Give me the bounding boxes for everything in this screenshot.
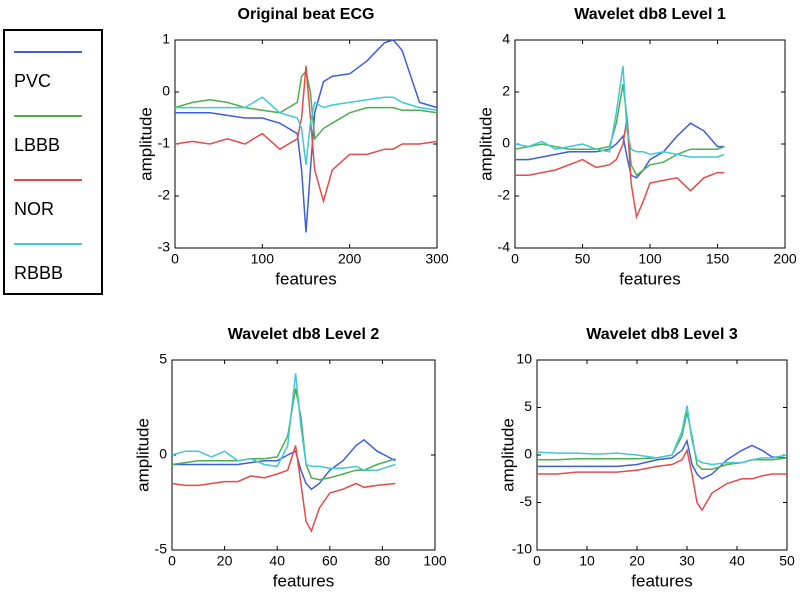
series-line: [514, 65, 725, 158]
y-tick-label: -3: [158, 239, 171, 255]
y-tick-label: 10: [516, 351, 532, 367]
y-tick-label: 0: [502, 135, 510, 151]
x-tick-label: 100: [423, 553, 447, 569]
series-line: [515, 117, 725, 220]
y-tick-label: -5: [520, 493, 533, 509]
x-tick-label: 60: [322, 553, 338, 569]
x-tick-label: 200: [773, 251, 797, 267]
x-tick-label: 20: [629, 553, 645, 569]
y-axis-label: amplitude: [498, 418, 517, 492]
y-tick-label: 2: [502, 83, 510, 99]
x-tick-label: 0: [171, 251, 179, 267]
y-tick-label: 0: [524, 446, 532, 462]
series-line: [536, 405, 788, 466]
axes-frame: [536, 359, 788, 551]
series-line: [175, 96, 438, 165]
chart-title: Wavelet db8 Level 1: [574, 6, 726, 23]
x-tick-label: 300: [425, 251, 449, 267]
y-tick-label: 1: [162, 31, 170, 47]
x-tick-label: 50: [779, 553, 795, 569]
legend-box: [3, 29, 103, 295]
chart-title: Wavelet db8 Level 3: [586, 326, 738, 343]
x-tick-label: 20: [217, 553, 233, 569]
series-line: [171, 373, 396, 471]
y-axis-label: amplitude: [136, 107, 155, 181]
x-tick-label: 30: [679, 553, 695, 569]
y-tick-label: -10: [512, 541, 532, 557]
x-tick-label: 40: [269, 553, 285, 569]
y-tick-label: -5: [155, 541, 168, 557]
x-axis-label: features: [273, 571, 334, 590]
y-tick-label: 5: [524, 398, 532, 414]
legend-label: LBBB: [14, 135, 60, 155]
y-tick-label: -1: [158, 135, 171, 151]
y-tick-label: 4: [502, 31, 510, 47]
series-line: [537, 448, 787, 512]
axes-frame: [514, 39, 786, 249]
x-tick-label: 100: [638, 251, 662, 267]
series-line: [171, 388, 396, 481]
series-line: [174, 69, 438, 141]
chart-title: Original beat ECG: [238, 6, 375, 23]
chart-title: Wavelet db8 Level 2: [228, 326, 380, 343]
y-tick-label: -2: [158, 187, 171, 203]
y-axis-label: amplitude: [133, 418, 152, 492]
x-axis-label: features: [619, 269, 680, 288]
x-tick-label: 40: [729, 553, 745, 569]
series-line: [175, 39, 438, 233]
y-tick-label: -2: [498, 187, 511, 203]
series-line: [515, 122, 725, 179]
legend-label: RBBB: [14, 263, 63, 283]
y-axis-label: amplitude: [476, 107, 495, 181]
series-line: [172, 438, 396, 491]
x-tick-label: 0: [511, 251, 519, 267]
y-tick-label: 0: [159, 446, 167, 462]
x-axis-label: features: [631, 571, 692, 590]
x-axis-label: features: [275, 269, 336, 288]
x-tick-label: 10: [579, 553, 595, 569]
x-tick-label: 80: [375, 553, 391, 569]
legend-label: NOR: [14, 199, 54, 219]
x-tick-label: 0: [533, 553, 541, 569]
x-tick-label: 150: [706, 251, 730, 267]
x-tick-label: 100: [251, 251, 275, 267]
y-tick-label: -4: [498, 239, 511, 255]
x-tick-label: 0: [168, 553, 176, 569]
x-tick-label: 200: [338, 251, 362, 267]
series-line: [174, 65, 438, 204]
x-tick-label: 50: [575, 251, 591, 267]
series-line: [537, 438, 788, 480]
y-tick-label: 0: [162, 83, 170, 99]
axes-frame: [171, 359, 436, 551]
series-line: [171, 445, 396, 533]
legend-label: PVC: [14, 71, 51, 91]
y-tick-label: 5: [159, 351, 167, 367]
